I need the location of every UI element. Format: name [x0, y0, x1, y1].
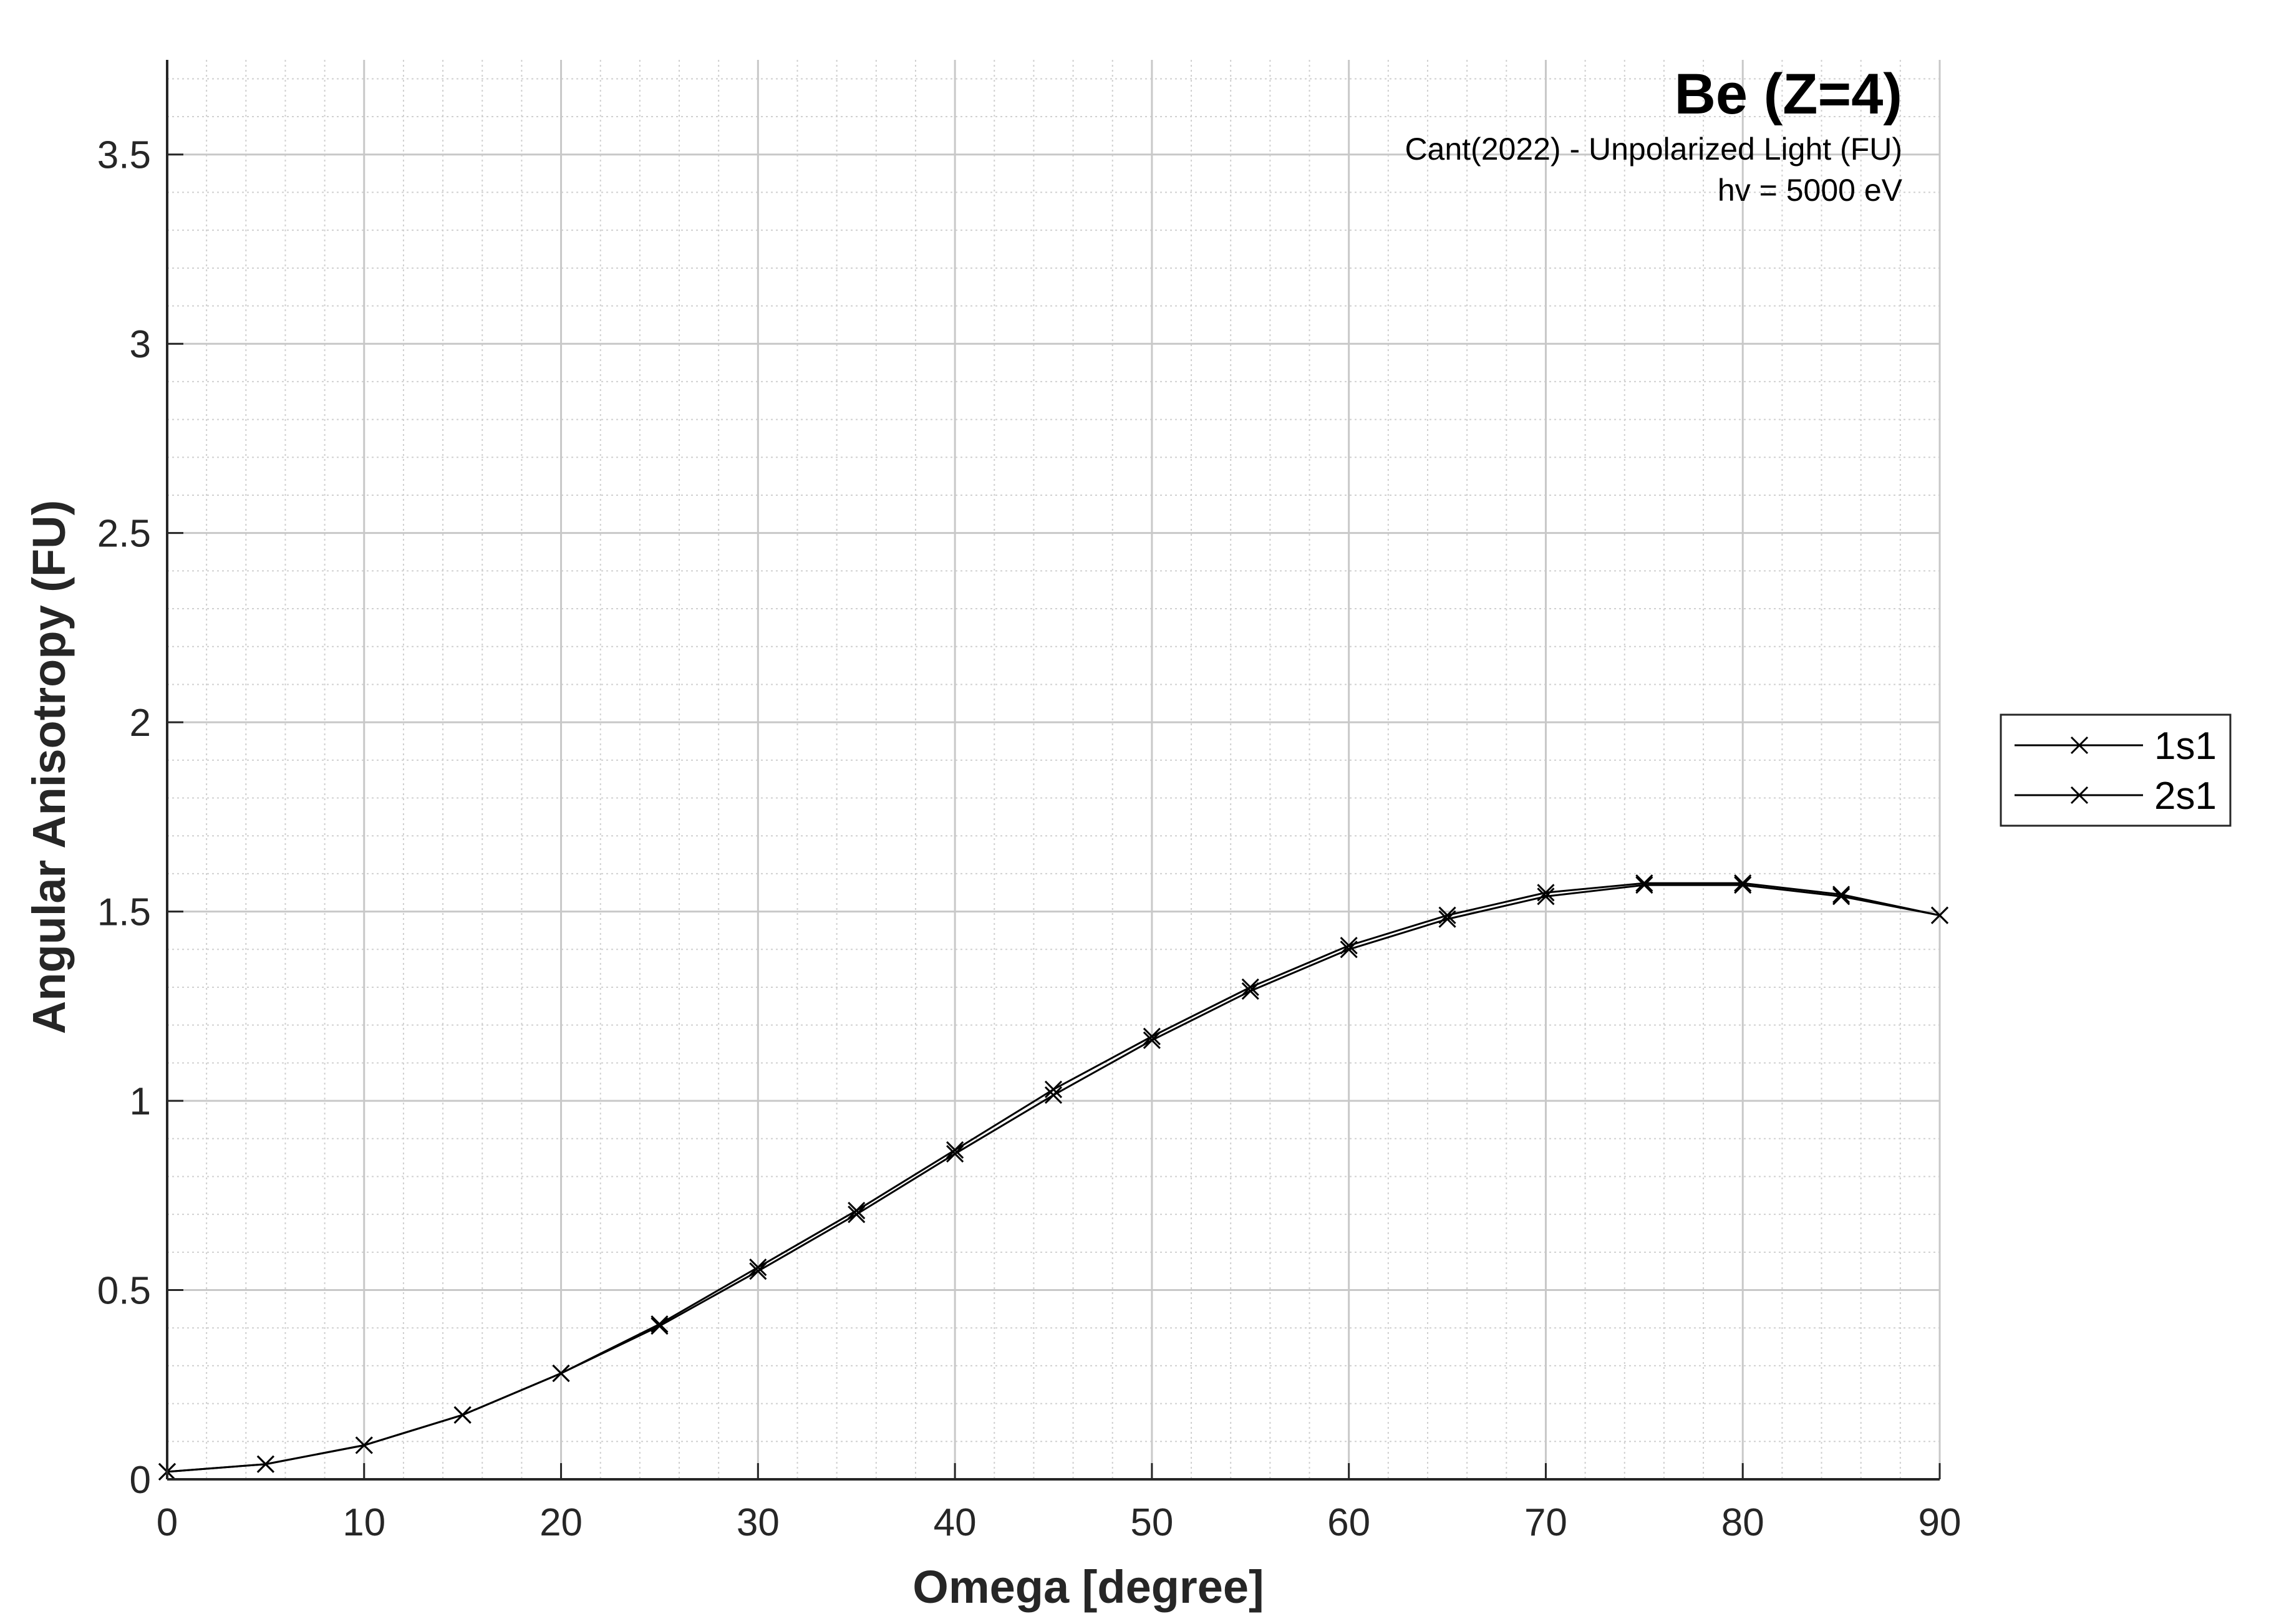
x-tick-label: 50	[1130, 1501, 1173, 1544]
x-tick-label: 40	[934, 1501, 977, 1544]
data-point-2s1	[552, 1364, 570, 1383]
x-tick-label: 60	[1327, 1501, 1370, 1544]
x-axis-label: Omega [degree]	[912, 1561, 1264, 1613]
legend: 1s1 2s1	[2000, 713, 2232, 827]
x-tick-label: 20	[539, 1501, 583, 1544]
data-point-2s1	[1340, 940, 1358, 959]
plot-area: 0 10 20 30 40 50 60 70 80 90 0 0.5 1 1.5 2 2.5 3 3.5	[97, 60, 1962, 1544]
y-axis-label: Angular Anisotropy (FU)	[23, 500, 75, 1034]
x-tick-label: 80	[1721, 1501, 1764, 1544]
x-tick-label: 70	[1524, 1501, 1567, 1544]
data-point-2s1	[1537, 887, 1555, 906]
data-point-1s1	[848, 1202, 866, 1220]
data-point-1s1	[1832, 886, 1851, 904]
y-tick-label: 2.5	[97, 513, 151, 556]
data-point-2s1	[355, 1436, 373, 1454]
data-point-2s1	[1635, 876, 1653, 894]
data-point-1s1	[1635, 874, 1653, 892]
y-tick-label: 0.5	[97, 1270, 151, 1313]
data-point-1s1	[946, 1141, 964, 1159]
data-point-2s1	[651, 1317, 669, 1335]
x-tick-label: 90	[1918, 1501, 1962, 1544]
minor-grid	[167, 60, 1940, 1479]
chart-subtitle-1: Cant(2022) - Unpolarized Light (FU)	[1405, 132, 1902, 167]
data-point-2s1	[749, 1262, 767, 1280]
legend-entry-1s1: 1s1	[2015, 725, 2217, 768]
x-tick-label: 30	[737, 1501, 780, 1544]
data-point-2s1	[1734, 876, 1752, 894]
x-tick-label: 0	[157, 1501, 178, 1544]
y-tick-label: 3.5	[97, 134, 151, 177]
data-point-1s1	[1044, 1080, 1063, 1098]
data-point-2s1	[1241, 982, 1259, 1000]
data-point-1s1	[749, 1259, 767, 1277]
y-tick-label: 0	[130, 1459, 151, 1502]
legend-label-1s1: 1s1	[2154, 725, 2217, 768]
data-point-2s1	[453, 1406, 472, 1424]
data-point-1s1	[1241, 978, 1259, 997]
data-point-2s1	[848, 1206, 866, 1224]
y-tick-label: 2	[130, 702, 151, 745]
data-point-2s1	[1044, 1086, 1063, 1104]
major-grid	[166, 60, 1941, 1481]
data-point-2s1	[1930, 906, 1949, 924]
data-point-2s1	[1438, 910, 1456, 928]
y-tick-label: 3	[130, 323, 151, 366]
series-layer	[158, 874, 1949, 1481]
data-point-2s1	[256, 1455, 274, 1473]
data-point-2s1	[1832, 887, 1851, 906]
data-point-1s1	[1734, 874, 1752, 892]
y-tick-label: 1	[130, 1080, 151, 1123]
axes-background	[167, 60, 1940, 1479]
y-ticks: 0 0.5 1 1.5 2 2.5 3 3.5	[97, 134, 183, 1502]
x-tick-label: 10	[342, 1501, 385, 1544]
legend-label-2s1: 2s1	[2154, 775, 2217, 818]
legend-marker-1s1	[2070, 736, 2089, 755]
legend-box	[2000, 713, 2232, 827]
data-point-2s1	[946, 1144, 964, 1163]
x-ticks: 0 10 20 30 40 50 60 70 80 90	[157, 1463, 1962, 1544]
chart-title: Be (Z=4)	[1674, 62, 1902, 126]
data-point-1s1	[1143, 1027, 1161, 1045]
y-tick-label: 1.5	[97, 891, 151, 934]
chart-subtitle-2: hv = 5000 eV	[1718, 173, 1903, 208]
legend-entry-2s1: 2s1	[2015, 775, 2217, 818]
data-point-2s1	[1143, 1031, 1161, 1050]
legend-marker-2s1	[2070, 786, 2089, 805]
